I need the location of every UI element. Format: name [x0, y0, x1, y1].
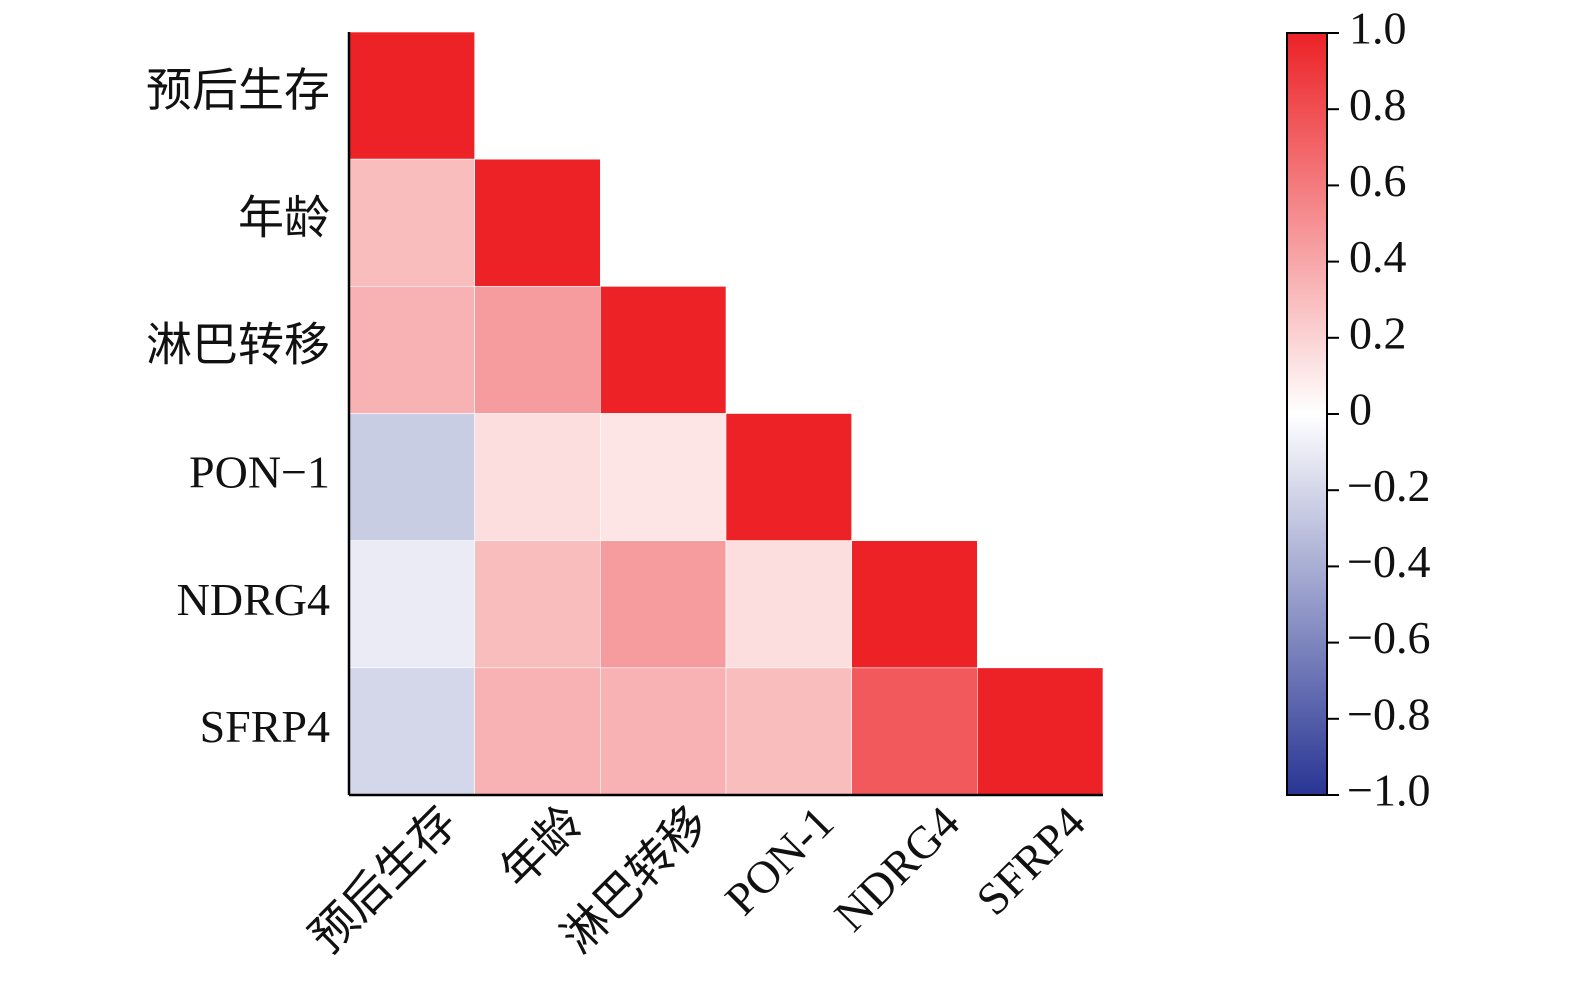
- heatmap-cell: [474, 540, 601, 669]
- heatmap-cell: [600, 286, 727, 414]
- y-tick-label: 预后生存: [146, 65, 330, 116]
- heatmap-cell: [348, 540, 475, 669]
- colorbar-tick-label: 0.6: [1349, 155, 1407, 206]
- heatmap-cell: [851, 667, 978, 796]
- colorbar-tick-label: 1.0: [1349, 3, 1407, 54]
- heatmap-cell: [474, 158, 601, 287]
- heatmap-cell: [600, 413, 727, 541]
- colorbar-tick-label: 0.8: [1349, 79, 1407, 130]
- heatmap-cell: [348, 667, 475, 796]
- heatmap-cell: [474, 413, 601, 541]
- heatmap-cell: [977, 667, 1104, 796]
- x-tick-label: SFRP4: [966, 796, 1094, 924]
- colorbar-tick-label: 0: [1349, 384, 1372, 435]
- y-tick-label: 年龄: [238, 192, 330, 243]
- colorbar: [1286, 32, 1328, 796]
- heatmap-cell: [474, 667, 601, 796]
- colorbar-tick-label: −0.8: [1347, 688, 1430, 739]
- y-tick-label: NDRG4: [177, 574, 330, 625]
- heatmap-cell: [600, 667, 727, 796]
- heatmap-cell: [348, 413, 475, 541]
- heatmap-cell: [851, 540, 978, 669]
- x-tick-label: 年龄: [491, 796, 592, 897]
- colorbar-tick-label: −0.4: [1347, 536, 1430, 587]
- x-tick-label: NDRG4: [825, 796, 969, 940]
- heatmap-cell: [348, 31, 475, 160]
- x-tick-label: 预后生存: [300, 796, 466, 962]
- heatmap-cell: [725, 413, 852, 541]
- heatmap-cell: [725, 667, 852, 796]
- y-tick-label: SFRP4: [200, 701, 330, 752]
- colorbar-tick-label: 0.2: [1349, 307, 1407, 358]
- heatmap-cell: [600, 540, 727, 669]
- colorbar-tick-label: −1.0: [1347, 765, 1430, 816]
- colorbar-tick-label: −0.6: [1347, 612, 1430, 663]
- y-tick-label: 淋巴转移: [146, 319, 330, 370]
- heatmap-cell: [725, 540, 852, 669]
- y-tick-label: PON−1: [189, 447, 330, 498]
- colorbar-tick-label: −0.2: [1347, 460, 1430, 511]
- heatmap-cell: [348, 286, 475, 414]
- heatmap-cell: [474, 286, 601, 414]
- colorbar-tick-label: 0.4: [1349, 231, 1407, 282]
- heatmap-cell: [348, 158, 475, 287]
